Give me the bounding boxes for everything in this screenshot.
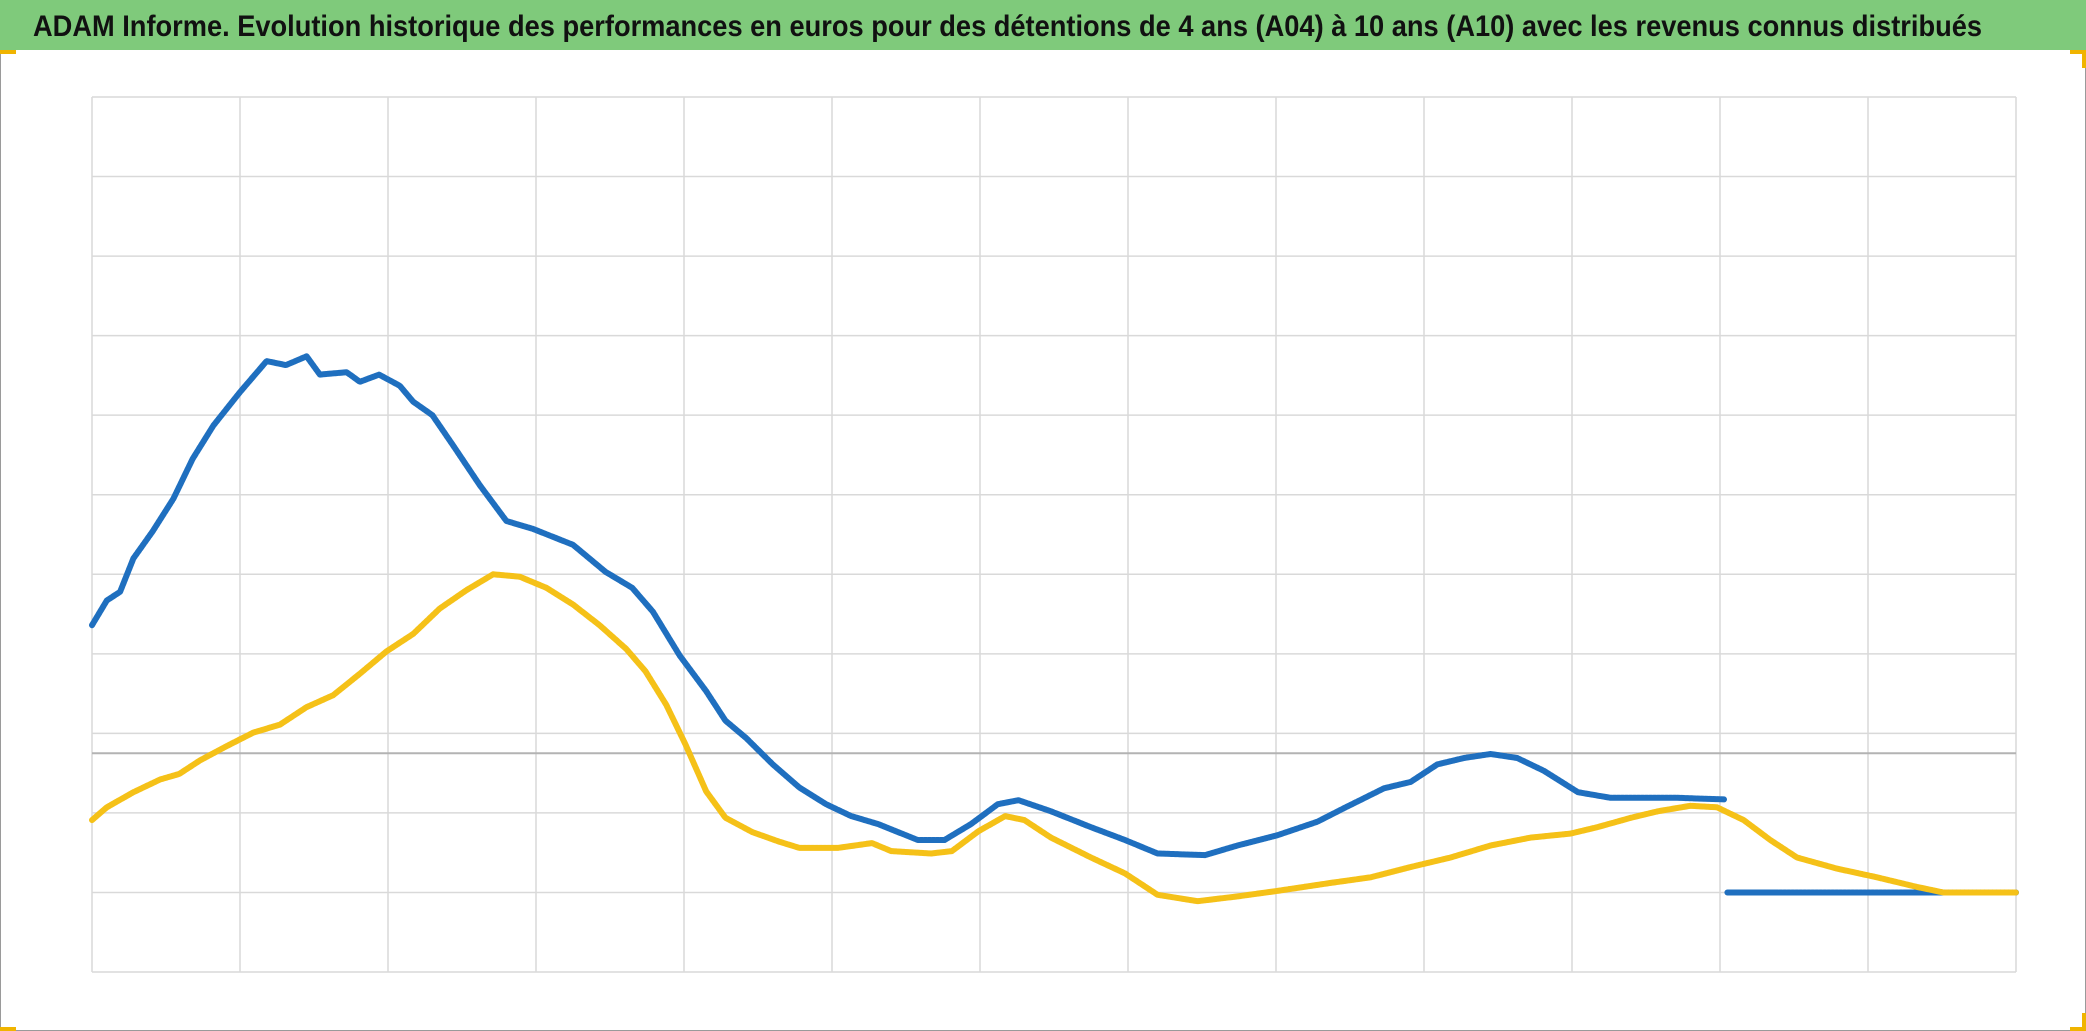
- plot-area: [89, 96, 2019, 973]
- title-bar: [0, 0, 2086, 50]
- chart-title: ADAM Informe. Evolution historique des p…: [33, 10, 1982, 43]
- series-line: [89, 571, 2019, 905]
- corner-handles: [0, 50, 2086, 1031]
